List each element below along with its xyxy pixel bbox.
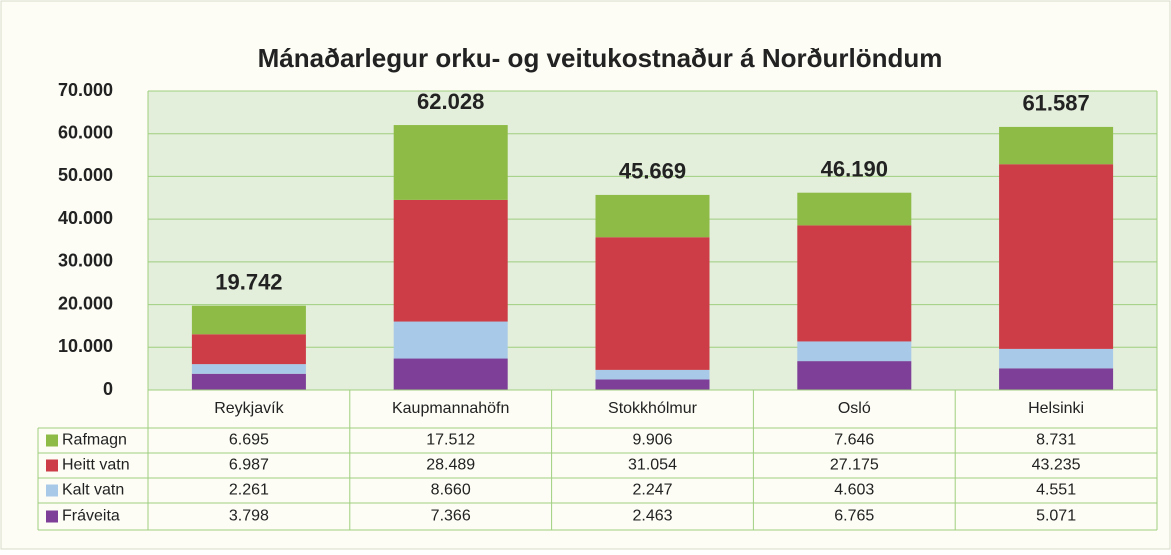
bar-segment: [191, 334, 306, 365]
y-tick-label: 60.000: [58, 122, 113, 142]
total-label: 62.028: [417, 89, 484, 114]
bar-segment: [999, 368, 1114, 390]
table-cell: 4.551: [1036, 482, 1076, 499]
bar-segment: [595, 379, 710, 390]
legend-swatch: [46, 510, 58, 523]
x-tick-label: Kaupmannahöfn: [392, 400, 509, 417]
table-cell: 5.071: [1036, 508, 1076, 525]
y-tick-label: 70.000: [58, 80, 113, 100]
bar-segment: [797, 341, 912, 362]
table-cell: 17.512: [426, 432, 475, 449]
y-tick-label: 40.000: [58, 208, 113, 228]
table-cell: 2.261: [229, 482, 269, 499]
x-tick-label: Osló: [838, 400, 871, 417]
table-cell: 2.463: [632, 508, 672, 525]
legend-label: Rafmagn: [62, 432, 127, 449]
table-cell: 4.603: [834, 482, 874, 499]
bar-segment: [393, 358, 508, 390]
bar-segment: [191, 364, 306, 374]
table-cell: 7.366: [431, 508, 471, 525]
total-label: 46.190: [821, 157, 888, 182]
table-cell: 6.987: [229, 457, 269, 474]
table-cell: 31.054: [628, 457, 677, 474]
bar-segment: [393, 199, 508, 322]
y-tick-label: 20.000: [58, 293, 113, 313]
table-cell: 2.247: [632, 482, 672, 499]
legend-swatch: [46, 434, 58, 447]
bar-segment: [393, 321, 508, 359]
bar-segment: [999, 348, 1114, 369]
table-cell: 8.731: [1036, 432, 1076, 449]
bar-segment: [595, 194, 710, 238]
y-tick-label: 30.000: [58, 251, 113, 271]
bar-segment: [595, 369, 710, 380]
x-tick-label: Helsinki: [1028, 400, 1084, 417]
bar-segment: [191, 305, 306, 335]
table-cell: 28.489: [426, 457, 475, 474]
table-cell: 27.175: [830, 457, 879, 474]
table-cell: 8.660: [431, 482, 471, 499]
total-label: 61.587: [1022, 91, 1089, 116]
bar-segment: [797, 225, 912, 342]
legend-label: Fráveita: [62, 508, 120, 525]
x-tick-label: Stokkhólmur: [608, 400, 698, 417]
bar-segment: [797, 361, 912, 390]
total-label: 19.742: [215, 269, 282, 294]
table-cell: 6.695: [229, 432, 269, 449]
y-tick-label: 10.000: [58, 336, 113, 356]
bar-segment: [393, 125, 508, 200]
table-cell: 43.235: [1032, 457, 1081, 474]
y-tick-label: 50.000: [58, 165, 113, 185]
bar-segment: [595, 237, 710, 370]
total-label: 45.669: [619, 159, 686, 184]
table-cell: 7.646: [834, 432, 874, 449]
bar-segment: [999, 164, 1114, 349]
table-cell: 6.765: [834, 508, 874, 525]
legend-label: Kalt vatn: [62, 482, 124, 499]
chart-title: Mánaðarlegur orku- og veitukostnaður á N…: [258, 43, 943, 73]
x-tick-label: Reykjavík: [214, 400, 284, 417]
legend-label: Heitt vatn: [62, 457, 130, 474]
legend-swatch: [46, 459, 58, 472]
y-tick-label: 0: [103, 379, 113, 399]
bar-segment: [797, 192, 912, 226]
table-cell: 9.906: [632, 432, 672, 449]
legend-swatch: [46, 484, 58, 497]
bar-segment: [999, 126, 1114, 165]
bar-segment: [191, 373, 306, 390]
table-cell: 3.798: [229, 508, 269, 525]
